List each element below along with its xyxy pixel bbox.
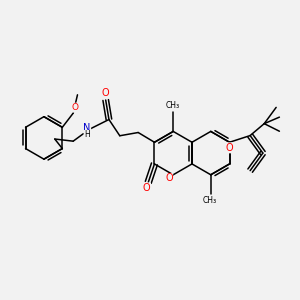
Text: O: O: [165, 173, 173, 184]
Text: O: O: [71, 103, 78, 112]
Text: CH₃: CH₃: [203, 196, 217, 205]
Text: O: O: [226, 143, 233, 153]
Text: O: O: [102, 88, 110, 98]
Text: H: H: [84, 130, 90, 139]
Text: CH₃: CH₃: [165, 101, 179, 110]
Text: N: N: [83, 123, 91, 133]
Text: O: O: [143, 183, 151, 193]
